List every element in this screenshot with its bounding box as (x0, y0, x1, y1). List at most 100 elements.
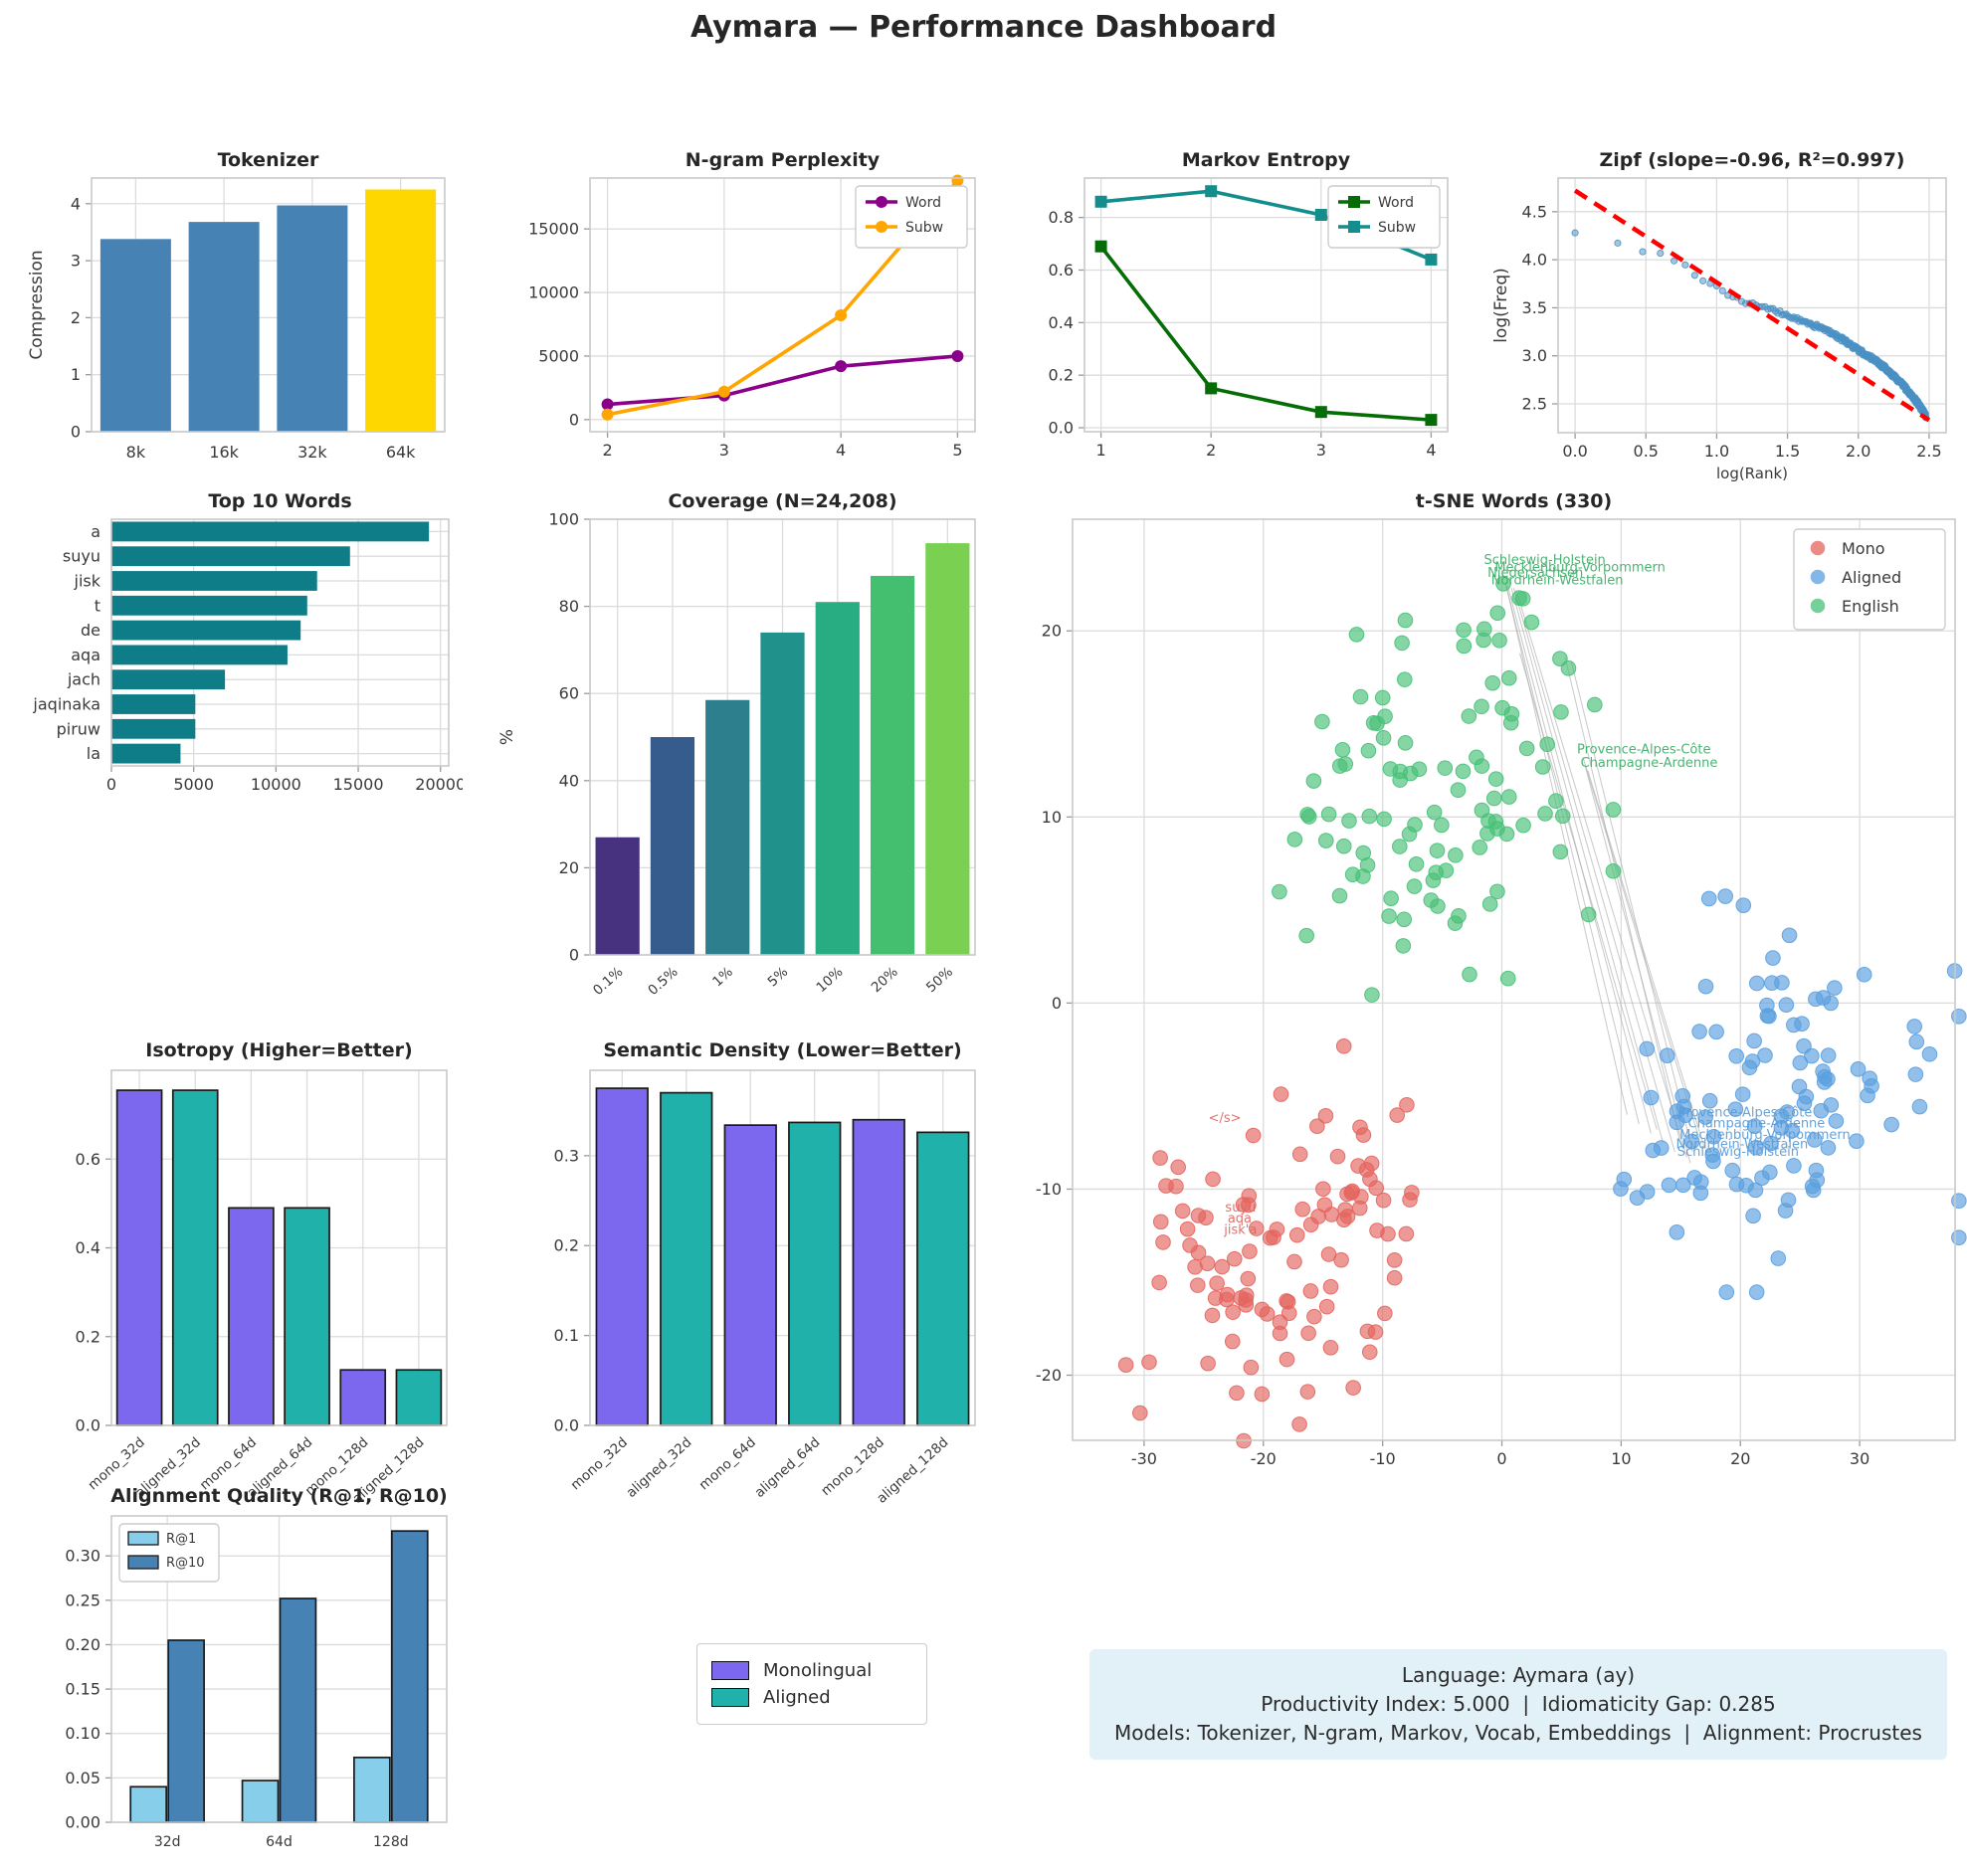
svg-text:10000: 10000 (251, 775, 301, 794)
svg-text:0.0: 0.0 (1562, 442, 1587, 461)
svg-text:-10: -10 (1370, 1449, 1396, 1468)
svg-text:2.5: 2.5 (1916, 442, 1941, 461)
svg-text:Coverage (N=24,208): Coverage (N=24,208) (668, 490, 896, 512)
svg-text:60: 60 (559, 684, 579, 703)
svg-text:R@10: R@10 (166, 1556, 205, 1571)
svg-text:50%: 50% (923, 964, 956, 996)
svg-text:0.15: 0.15 (65, 1680, 100, 1699)
svg-text:t-SNE Words (330): t-SNE Words (330) (1416, 490, 1612, 512)
svg-text:Mecklenburg-Vorpommern: Mecklenburg-Vorpommern (1679, 1128, 1851, 1143)
svg-text:Zipf (slope=-0.96, R²=0.997): Zipf (slope=-0.96, R²=0.997) (1600, 149, 1905, 171)
svg-text:0.20: 0.20 (65, 1635, 100, 1654)
svg-text:Champagne-Ardenne: Champagne-Ardenne (1581, 756, 1718, 771)
svg-text:R@1: R@1 (166, 1532, 196, 1547)
svg-text:30: 30 (1850, 1449, 1869, 1468)
svg-text:0.8: 0.8 (1049, 208, 1074, 227)
svg-text:3: 3 (719, 441, 729, 460)
svg-text:</s>: </s> (1209, 1111, 1242, 1126)
svg-text:100: 100 (548, 510, 579, 529)
svg-text:la: la (87, 744, 100, 763)
svg-text:-20: -20 (1036, 1366, 1062, 1385)
chart-topwords: Top 10 Words 0 5000 10000 15000 20000 a suyu jis… (20, 485, 466, 816)
svg-text:0.6: 0.6 (1049, 261, 1074, 280)
svg-text:0.0: 0.0 (1049, 419, 1074, 438)
svg-text:Nordrhein-Westfalen: Nordrhein-Westfalen (1491, 573, 1624, 588)
svg-text:0.05: 0.05 (65, 1769, 100, 1787)
svg-text:Aligned: Aligned (1842, 568, 1901, 587)
svg-text:2.0: 2.0 (1846, 442, 1870, 461)
svg-text:1: 1 (1095, 441, 1105, 460)
svg-text:4: 4 (836, 441, 846, 460)
svg-text:0: 0 (1052, 994, 1062, 1013)
svg-text:16k: 16k (209, 443, 239, 462)
svg-text:0.2: 0.2 (76, 1327, 100, 1346)
svg-text:5000: 5000 (538, 346, 579, 365)
svg-text:-10: -10 (1036, 1180, 1062, 1199)
legend (1793, 528, 1946, 631)
svg-text:15000: 15000 (528, 220, 579, 239)
zipf-fit-line (1573, 188, 1931, 423)
svg-text:4.5: 4.5 (1522, 202, 1547, 221)
cluster-aligned (1613, 888, 1967, 1300)
tokenizer-bars (99, 189, 437, 432)
svg-text:Subw: Subw (1378, 220, 1416, 236)
tsne-annotations: Schleswig-HolsteinMecklenburg-Vorpommern… (1209, 553, 1851, 1237)
svg-text:0.00: 0.00 (65, 1813, 100, 1832)
chart-markov: Markov Entropy 0.0 0.2 0.4 0.6 0.8 1 2 3 4 Word Sub… (980, 144, 1458, 487)
svg-text:4.0: 4.0 (1522, 251, 1547, 270)
svg-text:3: 3 (71, 252, 81, 271)
svg-text:40: 40 (559, 771, 579, 790)
svg-text:Word: Word (905, 195, 941, 211)
svg-text:20000: 20000 (415, 775, 463, 794)
svg-text:0.2: 0.2 (554, 1236, 579, 1255)
svg-text:0.4: 0.4 (1049, 313, 1074, 332)
svg-text:Subw: Subw (905, 220, 943, 236)
svg-text:aqa: aqa (71, 646, 100, 664)
series-Word (1094, 240, 1438, 427)
svg-text:mono_32d: mono_32d (568, 1434, 631, 1493)
series-R@10 (167, 1530, 429, 1823)
svg-text:0.25: 0.25 (65, 1591, 100, 1609)
svg-text:3: 3 (1316, 441, 1326, 460)
info-metrics: Productivity Index: 5.000 | Idiomaticity… (1261, 1692, 1776, 1716)
svg-text:0.2: 0.2 (1049, 366, 1074, 385)
svg-text:15000: 15000 (333, 775, 384, 794)
svg-text:-20: -20 (1251, 1449, 1277, 1468)
svg-text:aqa: aqa (1228, 1212, 1252, 1226)
svg-text:log(Freq): log(Freq) (1491, 268, 1511, 343)
chart-tsne: t-SNE Words (330) -20 -10 0 10 20 -30 -20 -10 0 10… (995, 485, 1967, 1492)
svg-text:N-gram Perplexity: N-gram Perplexity (686, 149, 881, 171)
svg-text:8k: 8k (126, 443, 146, 462)
svg-text:Provence-Alpes-Côte: Provence-Alpes-Côte (1577, 743, 1710, 758)
svg-text:0.5: 0.5 (1634, 442, 1659, 461)
isotropy-bars (115, 1089, 443, 1426)
svg-text:Tokenizer: Tokenizer (218, 149, 319, 171)
svg-text:0.10: 0.10 (65, 1724, 100, 1743)
svg-text:0.5%: 0.5% (645, 964, 681, 999)
cluster-mono (1117, 1037, 1420, 1449)
svg-text:64d: 64d (266, 1834, 293, 1850)
chart-zipf: Zipf (slope=-0.96, R²=0.997) 2.5 3.0 3.5 4.0… (1463, 144, 1960, 494)
svg-text:0: 0 (1496, 1449, 1506, 1468)
svg-text:0: 0 (569, 410, 579, 429)
svg-text:Semantic Density (Lower=Better: Semantic Density (Lower=Better) (603, 1039, 961, 1061)
svg-text:1.5: 1.5 (1775, 442, 1800, 461)
svg-text:English: English (1842, 597, 1899, 616)
svg-text:a: a (91, 522, 100, 541)
svg-text:Word: Word (1378, 195, 1414, 211)
monolingual-swatch (711, 1661, 749, 1680)
chart-semdens: Semantic Density (Lower=Better) 0.0 0.1 0.2… (463, 1034, 985, 1537)
svg-text:mono_128d: mono_128d (818, 1434, 887, 1499)
svg-text:4: 4 (1426, 441, 1436, 460)
svg-text:0.1%: 0.1% (590, 964, 626, 999)
svg-text:-30: -30 (1131, 1449, 1157, 1468)
svg-text:aligned_32d: aligned_32d (624, 1434, 695, 1501)
svg-text:4: 4 (71, 194, 81, 213)
svg-text:1: 1 (71, 365, 81, 384)
svg-text:2: 2 (602, 441, 612, 460)
chart-isotropy: Isotropy (Higher=Better) 0.0 0.2 0.4 0.6 mono… (20, 1034, 463, 1537)
svg-text:0.0: 0.0 (554, 1416, 579, 1435)
svg-text:Mecklenburg-Vorpommern: Mecklenburg-Vorpommern (1494, 560, 1666, 575)
svg-text:0: 0 (71, 423, 81, 442)
